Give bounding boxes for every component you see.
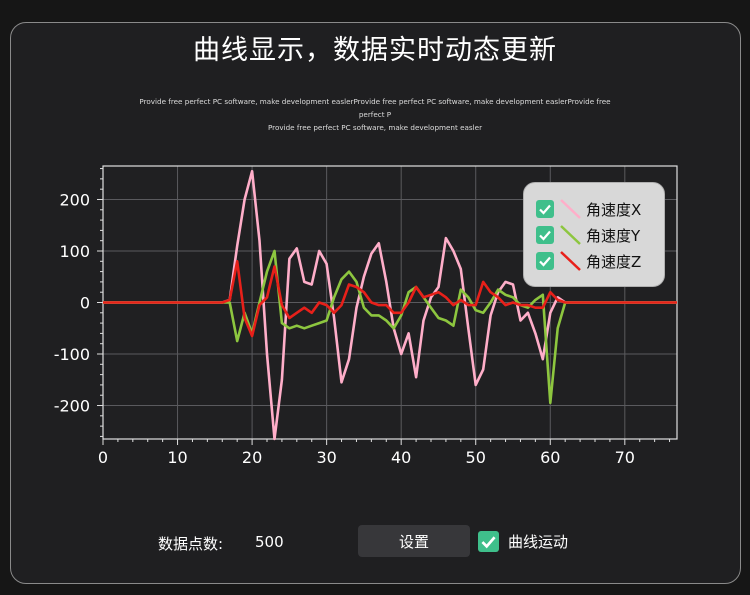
legend-swatch-z bbox=[560, 251, 581, 271]
y-tick-label: 200 bbox=[59, 190, 90, 209]
legend-item-y[interactable]: 角速度Y bbox=[536, 223, 640, 247]
motion-checkbox-label: 曲线运动 bbox=[508, 533, 569, 551]
subtitle-line-2: Provide free perfect PC software, make d… bbox=[267, 123, 483, 132]
legend-checkbox-z[interactable] bbox=[536, 252, 554, 270]
settings-button[interactable]: 设置 bbox=[358, 525, 470, 557]
legend-item-x[interactable]: 角速度X bbox=[536, 197, 641, 221]
x-tick-label: 20 bbox=[242, 448, 262, 467]
y-tick-label: 100 bbox=[59, 242, 90, 261]
x-tick-label: 40 bbox=[391, 448, 411, 467]
x-tick-label: 50 bbox=[466, 448, 486, 467]
legend-swatch-x bbox=[560, 199, 581, 219]
page-title: 曲线显示，数据实时动态更新 bbox=[193, 35, 557, 66]
checkmark-icon bbox=[481, 536, 496, 549]
x-tick-label: 70 bbox=[615, 448, 635, 467]
checkmark-icon bbox=[539, 230, 551, 241]
x-tick-label: 0 bbox=[98, 448, 108, 467]
y-tick-label: -100 bbox=[54, 345, 90, 364]
points-value: 500 bbox=[255, 533, 284, 551]
legend-swatch-y bbox=[560, 225, 581, 245]
chart-legend: 角速度X 角速度Y 角速度Z bbox=[523, 182, 665, 287]
legend-checkbox-x[interactable] bbox=[536, 200, 554, 218]
legend-item-z[interactable]: 角速度Z bbox=[536, 249, 641, 273]
legend-label-x: 角速度X bbox=[586, 200, 642, 219]
x-tick-label: 30 bbox=[316, 448, 336, 467]
subtitle-line-1: Provide free perfect PC software, make d… bbox=[139, 97, 611, 119]
subtitle: Provide free perfect PC software, make d… bbox=[130, 95, 620, 134]
y-tick-label: 0 bbox=[80, 294, 90, 313]
x-tick-label: 60 bbox=[540, 448, 560, 467]
y-tick-label: -200 bbox=[54, 397, 90, 416]
motion-toggle[interactable]: 曲线运动 bbox=[478, 531, 568, 552]
points-label: 数据点数: bbox=[158, 535, 224, 553]
legend-label-y: 角速度Y bbox=[586, 226, 641, 245]
motion-checkbox[interactable] bbox=[478, 531, 499, 552]
series-line-z bbox=[103, 259, 677, 338]
checkmark-icon bbox=[539, 204, 551, 215]
legend-label-z: 角速度Z bbox=[586, 252, 642, 271]
x-tick-label: 10 bbox=[167, 448, 187, 467]
checkmark-icon bbox=[539, 256, 551, 267]
legend-checkbox-y[interactable] bbox=[536, 226, 554, 244]
